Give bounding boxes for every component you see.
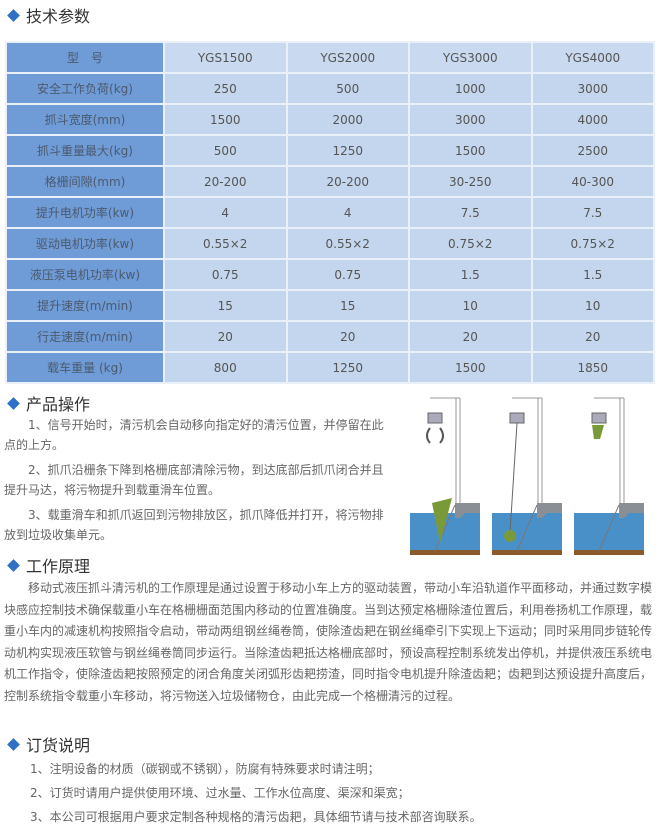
- cell: 2000: [285, 103, 410, 136]
- cell: 0.75: [163, 258, 288, 291]
- row-label: 提升电机功率(kw): [5, 196, 165, 229]
- ordering-item: 1、注明设备的材质（碳钢或不锈钢），防腐有特殊要求时请注明；: [30, 762, 380, 776]
- row-label: 载车重量 (kg): [5, 351, 165, 384]
- cell: 15: [163, 289, 288, 322]
- operation-step: 3、载重滑车和抓爪返回到污物排放区，抓爪降低并打开，将污物排放到垃圾收集单元。: [4, 508, 384, 542]
- table-row: 格栅间隙(mm) 20-200 20-200 30-250 40-300: [5, 165, 655, 198]
- cell: 1250: [285, 134, 410, 167]
- table-row: 抓斗重量最大(kg) 500 1250 1500 2500: [5, 134, 655, 167]
- table-row: 提升电机功率(kw) 4 4 7.5 7.5: [5, 196, 655, 229]
- cell: 10: [530, 289, 655, 322]
- cell: 1500: [408, 134, 533, 167]
- section-heading-ordering: 订货说明: [6, 732, 90, 756]
- table-row: 抓斗宽度(mm) 1500 2000 3000 4000: [5, 103, 655, 136]
- cell: 1850: [530, 351, 655, 384]
- cell: 40-300: [530, 165, 655, 198]
- cell: 1250: [285, 351, 410, 384]
- cell: 20: [163, 320, 288, 353]
- table-row: 行走速度(m/min) 20 20 20 20: [5, 320, 655, 353]
- cell: 1.5: [408, 258, 533, 291]
- cell: 1500: [163, 103, 288, 136]
- row-label: 抓斗宽度(mm): [5, 103, 165, 136]
- principle-text: 移动式液压抓斗清污机的工作原理是通过设置于移动小车上方的驱动装置，带动小车沿轨道…: [4, 581, 653, 703]
- cell: 500: [163, 134, 288, 167]
- cell: 20: [408, 320, 533, 353]
- cell: 0.75×2: [408, 227, 533, 260]
- cell: 500: [285, 72, 410, 105]
- table-header-row: 型 号 YGS1500 YGS2000 YGS3000 YGS4000: [5, 41, 655, 74]
- table-row: 液压泵电机功率(kw) 0.75 0.75 1.5 1.5: [5, 258, 655, 291]
- ordering-item: 2、订货时请用户提供使用环境、过水量、工作水位高度、渠深和渠宽；: [30, 786, 410, 800]
- cell: 250: [163, 72, 288, 105]
- cell: 1000: [408, 72, 533, 105]
- table-row: 载车重量 (kg) 800 1250 1500 1850: [5, 351, 655, 384]
- diagram-step-3: [574, 397, 644, 555]
- cell: 7.5: [408, 196, 533, 229]
- spec-table: 型 号 YGS1500 YGS2000 YGS3000 YGS4000 安全工作负荷(kg…: [5, 41, 655, 384]
- section-heading-principle: 工作原理: [6, 553, 90, 577]
- cell: 800: [163, 351, 288, 384]
- operation-step: 2、抓爪沿栅条下降到格栅底部清除污物，到达底部后抓爪闭合并且提升马达，将污物提升…: [4, 463, 384, 497]
- diamond-icon: [7, 396, 20, 410]
- cell: 30-250: [408, 165, 533, 198]
- operation-diagrams: [410, 397, 644, 555]
- cell: 1.5: [530, 258, 655, 291]
- cell: 20: [530, 320, 655, 353]
- cell: 3000: [530, 72, 655, 105]
- cell: YGS1500: [163, 41, 288, 74]
- cell: 4000: [530, 103, 655, 136]
- cell: 4: [163, 196, 288, 229]
- diagram-step-2: [492, 397, 562, 555]
- cell: YGS3000: [408, 41, 533, 74]
- table-row: 安全工作负荷(kg) 250 500 1000 3000: [5, 72, 655, 105]
- ordering-list: 1、注明设备的材质（碳钢或不锈钢），防腐有特殊要求时请注明； 2、订货时请用户提…: [30, 757, 482, 829]
- row-label: 抓斗重量最大(kg): [5, 134, 165, 167]
- row-label: 型 号: [5, 41, 165, 74]
- cell: 1500: [408, 351, 533, 384]
- diagram-step-1: [410, 397, 480, 555]
- diamond-icon: [7, 558, 20, 572]
- table-row: 驱动电机功率(kw) 0.55×2 0.55×2 0.75×2 0.75×2: [5, 227, 655, 260]
- ordering-item: 3、本公司可根据用户要求定制各种规格的清污齿耙，具体细节请与技术部咨询联系。: [30, 810, 482, 824]
- row-label: 提升速度(m/min): [5, 289, 165, 322]
- row-label: 驱动电机功率(kw): [5, 227, 165, 260]
- cell: 20: [285, 320, 410, 353]
- cell: 0.55×2: [163, 227, 288, 260]
- cell: 7.5: [530, 196, 655, 229]
- row-label: 液压泵电机功率(kw): [5, 258, 165, 291]
- row-label: 安全工作负荷(kg): [5, 72, 165, 105]
- operation-steps: 1、信号开始时，清污机会自动移向指定好的清污位置，并停留在此点的上方。 2、抓爪…: [4, 415, 392, 545]
- cell: 4: [285, 196, 410, 229]
- row-label: 格栅间隙(mm): [5, 165, 165, 198]
- diamond-icon: [7, 737, 20, 751]
- cell: YGS2000: [285, 41, 410, 74]
- diamond-icon: [7, 8, 20, 22]
- cell: 2500: [530, 134, 655, 167]
- row-label: 行走速度(m/min): [5, 320, 165, 353]
- cell: 0.55×2: [285, 227, 410, 260]
- cell: 20-200: [163, 165, 288, 198]
- cell: 0.75: [285, 258, 410, 291]
- section-heading-operation: 产品操作: [6, 391, 90, 415]
- operation-step: 1、信号开始时，清污机会自动移向指定好的清污位置，并停留在此点的上方。: [4, 418, 384, 452]
- cell: YGS4000: [530, 41, 655, 74]
- cell: 20-200: [285, 165, 410, 198]
- cell: 0.75×2: [530, 227, 655, 260]
- cell: 10: [408, 289, 533, 322]
- cell: 3000: [408, 103, 533, 136]
- table-row: 提升速度(m/min) 15 15 10 10: [5, 289, 655, 322]
- cell: 15: [285, 289, 410, 322]
- section-heading-params: 技术参数: [6, 3, 90, 27]
